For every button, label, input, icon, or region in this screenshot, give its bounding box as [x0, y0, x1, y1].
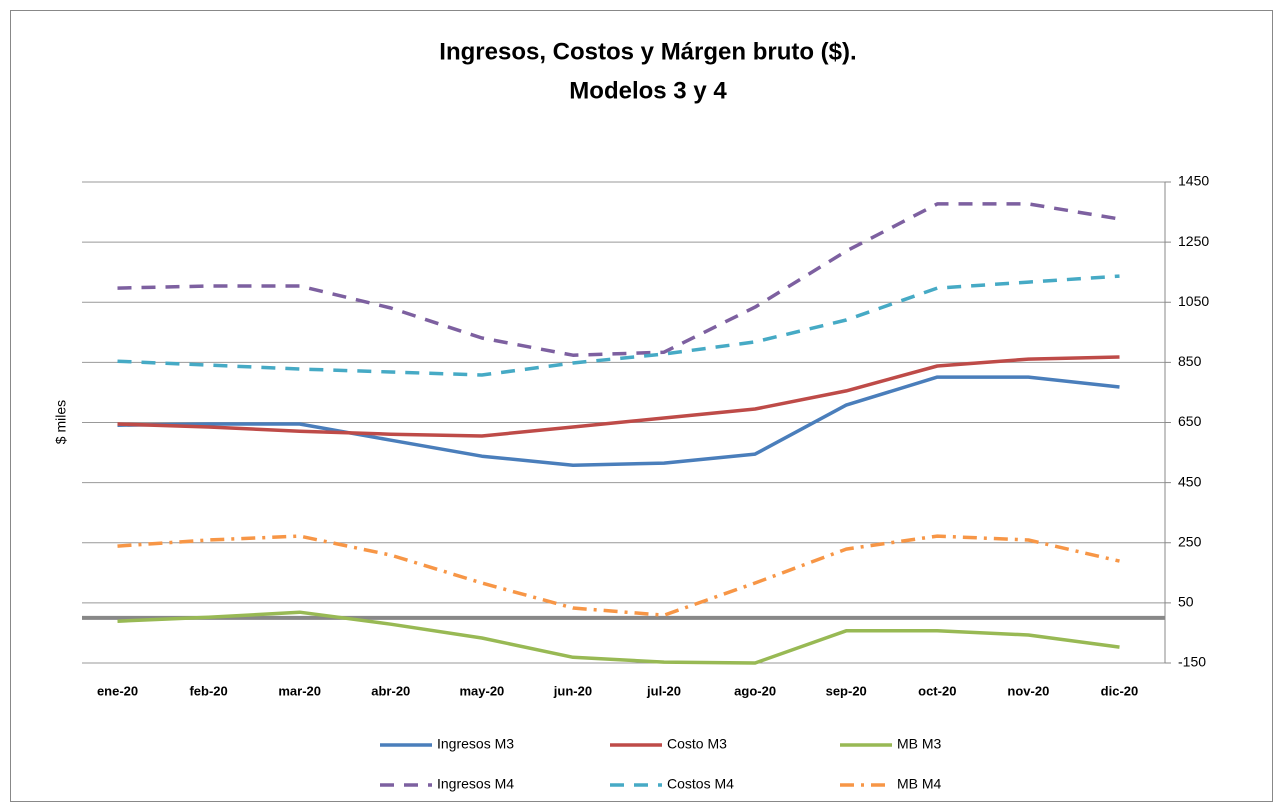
y-tick-label: -150	[1178, 654, 1206, 670]
chart-frame	[10, 10, 1273, 802]
y-tick-label: 450	[1178, 473, 1202, 489]
x-tick-label: sep-20	[826, 683, 867, 698]
x-tick-label: ene-20	[97, 683, 138, 698]
y-tick-label: 650	[1178, 413, 1202, 429]
series-line	[117, 534, 1120, 617]
chart-title: Ingresos, Costos y Márgen bruto ($).	[439, 38, 856, 65]
legend-label: Costo M3	[667, 736, 727, 752]
y-tick-label: 1050	[1178, 293, 1209, 309]
x-tick-label: jun-20	[553, 683, 592, 698]
x-tick-label: dic-20	[1101, 683, 1139, 698]
legend-label: Ingresos M3	[437, 736, 514, 752]
y-tick-label: 1250	[1178, 233, 1209, 249]
x-tick-label: abr-20	[371, 683, 410, 698]
y-tick-label: 1450	[1178, 173, 1209, 189]
y-tick-label: 850	[1178, 353, 1202, 369]
y-tick-label: 50	[1178, 594, 1194, 610]
x-tick-label: mar-20	[278, 683, 321, 698]
y-axis-label: $ miles	[53, 400, 69, 444]
series-line	[117, 274, 1120, 377]
legend-label: MB M4	[897, 776, 942, 792]
x-tick-label: nov-20	[1007, 683, 1049, 698]
series-line	[117, 610, 1120, 665]
x-tick-label: jul-20	[646, 683, 681, 698]
series-line	[117, 375, 1120, 467]
legend-label: Costos M4	[667, 776, 734, 792]
chart-title: Modelos 3 y 4	[569, 77, 727, 104]
series-line	[117, 202, 1120, 357]
series-line	[117, 355, 1120, 438]
x-tick-label: may-20	[459, 683, 504, 698]
x-tick-label: feb-20	[189, 683, 227, 698]
x-tick-label: ago-20	[734, 683, 776, 698]
legend-label: MB M3	[897, 736, 942, 752]
legend-label: Ingresos M4	[437, 776, 514, 792]
y-tick-label: 250	[1178, 533, 1202, 549]
x-tick-label: oct-20	[918, 683, 956, 698]
